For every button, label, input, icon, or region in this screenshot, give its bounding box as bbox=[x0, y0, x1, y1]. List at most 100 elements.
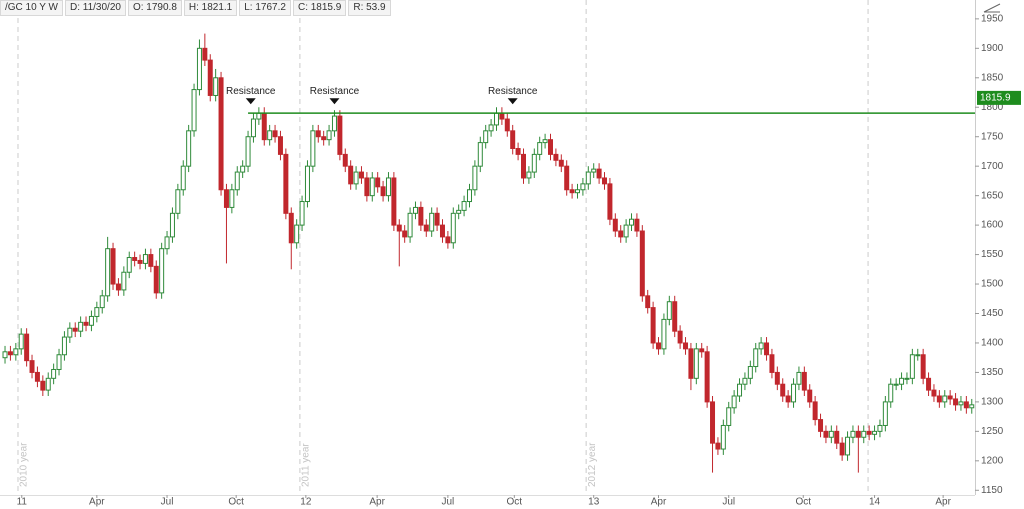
candle-body bbox=[807, 389, 813, 403]
y-tick-label: 1950 bbox=[981, 13, 1004, 24]
x-tick-label: Oct bbox=[795, 497, 811, 508]
candle-body bbox=[267, 130, 273, 141]
candle-body bbox=[515, 148, 521, 155]
candle-body bbox=[423, 224, 429, 232]
x-tick-label: Oct bbox=[228, 497, 244, 508]
y-tick-label: 1450 bbox=[981, 308, 1004, 319]
x-tick-label: 13 bbox=[588, 497, 600, 508]
candle-body bbox=[288, 212, 294, 244]
annotation-marker bbox=[329, 98, 340, 105]
candle-body bbox=[629, 218, 635, 226]
x-tick-label: Apr bbox=[651, 497, 667, 508]
candle-body bbox=[299, 201, 305, 226]
x-tick-label: Apr bbox=[369, 497, 385, 508]
candle-body bbox=[283, 153, 289, 214]
y-tick-label: 1350 bbox=[981, 367, 1004, 378]
candle-body bbox=[645, 295, 651, 309]
annotation-label: Resistance bbox=[226, 86, 276, 97]
candle-body bbox=[229, 189, 235, 208]
annotation-marker bbox=[507, 98, 518, 105]
candle-body bbox=[164, 236, 170, 250]
candle-body bbox=[261, 112, 267, 141]
candle-body bbox=[780, 383, 786, 397]
candle-body bbox=[666, 301, 672, 320]
candle-body bbox=[526, 171, 532, 179]
candle-body bbox=[520, 153, 526, 179]
candle-body bbox=[855, 430, 861, 438]
candle-body bbox=[969, 404, 975, 409]
candle-body bbox=[13, 348, 19, 356]
x-tick-label: 11 bbox=[17, 497, 28, 508]
header-item: C: 1815.9 bbox=[292, 0, 347, 16]
candle-body bbox=[29, 360, 35, 373]
candle-body bbox=[699, 348, 705, 353]
candle-body bbox=[294, 224, 300, 244]
candle-body bbox=[83, 321, 89, 326]
candle-body bbox=[331, 115, 337, 132]
price-tag bbox=[977, 90, 1021, 105]
candle-body bbox=[893, 383, 899, 386]
candle-body bbox=[872, 430, 878, 435]
candle-body bbox=[483, 130, 489, 144]
candle-body bbox=[223, 189, 229, 208]
candle-body bbox=[596, 168, 602, 179]
candle-body bbox=[569, 189, 575, 194]
annotation-label: Resistance bbox=[310, 86, 360, 97]
header-bar: /GC 10 Y W D: 11/30/20 O: 1790.8 H: 1821.1 L… bbox=[0, 0, 391, 16]
candle-body bbox=[18, 333, 24, 350]
candle-body bbox=[348, 165, 354, 185]
candle-body bbox=[585, 171, 591, 185]
candle-body bbox=[791, 383, 797, 403]
candle-body bbox=[445, 236, 451, 244]
annotation-label: Resistance bbox=[488, 86, 538, 97]
candle-body bbox=[591, 168, 597, 173]
candle-body bbox=[245, 136, 251, 167]
candle-body bbox=[56, 354, 62, 370]
candle-body bbox=[823, 430, 829, 438]
candle-body bbox=[364, 177, 370, 197]
candle-body bbox=[704, 351, 710, 403]
candle-body bbox=[234, 171, 240, 191]
x-tick-label: 14 bbox=[869, 497, 881, 508]
candle-body bbox=[882, 401, 888, 426]
candle-body bbox=[866, 430, 872, 435]
x-tick-label: Jul bbox=[161, 497, 174, 508]
candle-body bbox=[315, 130, 321, 138]
candle-body bbox=[67, 327, 73, 338]
header-item: R: 53.9 bbox=[348, 0, 391, 16]
y-tick-label: 1300 bbox=[981, 397, 1004, 408]
y-tick-label: 1200 bbox=[981, 455, 1004, 466]
year-label: 2010 year bbox=[19, 442, 30, 487]
y-tick-label: 1650 bbox=[981, 190, 1004, 201]
candle-body bbox=[88, 315, 94, 326]
settings-icon[interactable] bbox=[983, 3, 1001, 13]
candle-body bbox=[845, 436, 851, 456]
candle-body bbox=[169, 212, 175, 238]
candle-body bbox=[936, 395, 942, 403]
candle-body bbox=[726, 407, 732, 426]
y-tick-label: 1500 bbox=[981, 279, 1004, 290]
candle-body bbox=[461, 201, 467, 211]
candle-body bbox=[477, 142, 483, 167]
candle-body bbox=[796, 371, 802, 385]
candle-body bbox=[126, 257, 132, 273]
year-label: 2011 year bbox=[301, 443, 312, 487]
candle-body bbox=[385, 177, 391, 197]
candle-body bbox=[78, 321, 84, 332]
candle-body bbox=[132, 257, 138, 261]
candle-body bbox=[553, 153, 559, 161]
x-tick-label: Apr bbox=[935, 497, 951, 508]
candle-body bbox=[850, 430, 856, 438]
y-tick-label: 1750 bbox=[981, 131, 1004, 142]
candle-body bbox=[828, 430, 834, 438]
candle-body bbox=[607, 183, 613, 220]
candle-body bbox=[450, 212, 456, 244]
candle-body bbox=[40, 380, 46, 391]
header-item: D: 11/30/20 bbox=[64, 0, 126, 16]
candle-body bbox=[353, 171, 359, 185]
candle-body bbox=[650, 307, 656, 344]
candle-body bbox=[337, 115, 343, 155]
candle-body bbox=[213, 77, 219, 96]
candle-body bbox=[493, 112, 499, 126]
